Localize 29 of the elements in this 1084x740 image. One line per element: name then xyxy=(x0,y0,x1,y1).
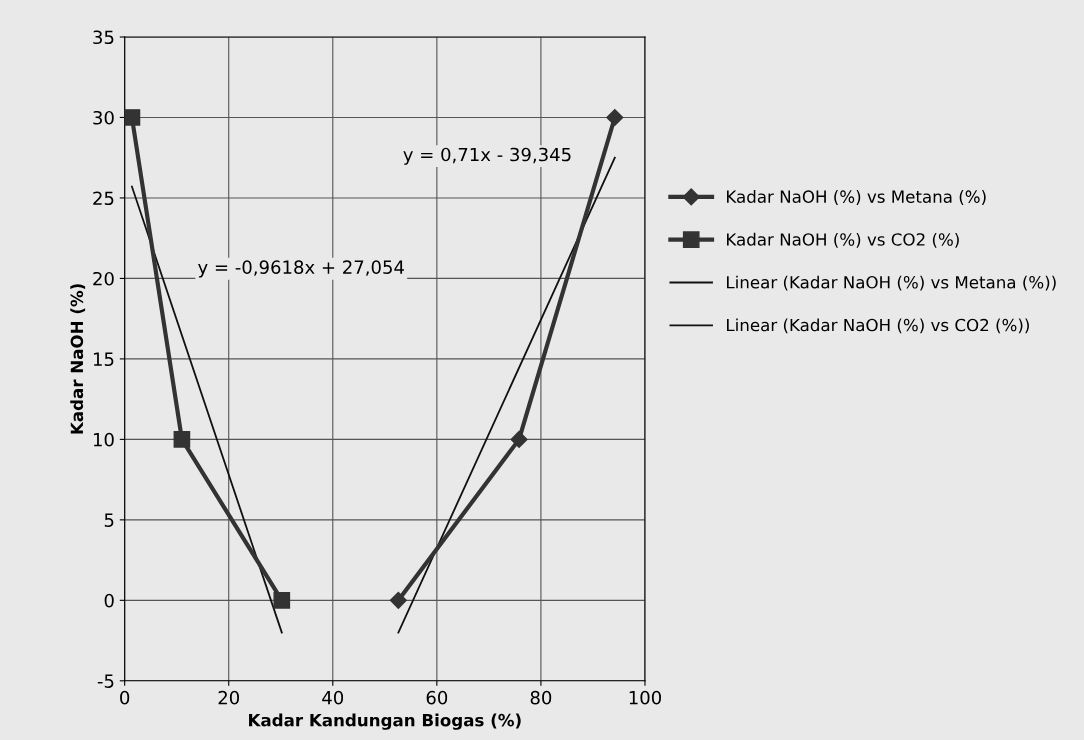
y-tick-label: 25 xyxy=(93,191,114,206)
point xyxy=(173,431,191,448)
annotation: y = 0,71x - 39,345 xyxy=(403,147,571,165)
legend-label: Kadar NaOH (%) vs CO2 (%) xyxy=(727,232,959,248)
y-tick-label: 0 xyxy=(104,593,114,608)
y-axis-title: Kadar NaOH (%) xyxy=(70,284,86,434)
point xyxy=(273,591,291,609)
y-tick-label: 10 xyxy=(93,432,114,447)
legend-label: Linear (Kadar NaOH (%) vs CO2 (%)) xyxy=(727,318,1029,334)
y-tick-label: 5 xyxy=(104,513,114,527)
legend-label: Linear (Kadar NaOH (%) vs Metana (%)) xyxy=(727,275,1056,291)
x-axis-title: Kadar Kandungan Biogas (%) xyxy=(249,713,521,730)
y-tick-label: 30 xyxy=(93,110,114,125)
y-tick-label: -5 xyxy=(97,674,114,688)
y-tick-label: 20 xyxy=(93,271,114,286)
x-tick-label: 60 xyxy=(426,690,448,705)
point xyxy=(389,591,407,609)
x-tick-label: 40 xyxy=(322,690,344,705)
x-tick-label: 100 xyxy=(629,690,662,705)
point xyxy=(510,430,528,448)
annotation: y = -0,9618x + 27,054 xyxy=(198,260,404,278)
point xyxy=(606,108,624,127)
point xyxy=(124,109,141,126)
legend-label: Kadar NaOH (%) vs Metana (%) xyxy=(727,190,986,205)
y-tick-label: 15 xyxy=(93,352,114,367)
x-tick-label: 80 xyxy=(530,690,552,705)
x-tick-label: 20 xyxy=(218,690,240,705)
x-tick-label: 0 xyxy=(120,690,130,705)
y-tick-label: 35 xyxy=(93,30,114,45)
